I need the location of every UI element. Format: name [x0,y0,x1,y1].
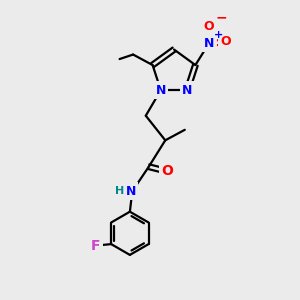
Text: F: F [91,238,100,253]
Text: H: H [115,186,124,196]
Text: N: N [182,84,192,97]
Text: O: O [204,20,214,33]
Text: +: + [214,30,224,40]
Text: N: N [156,84,166,97]
Text: N: N [204,37,214,50]
Text: O: O [220,35,231,48]
Text: −: − [215,11,227,25]
Text: N: N [126,185,136,198]
Text: O: O [161,164,173,178]
